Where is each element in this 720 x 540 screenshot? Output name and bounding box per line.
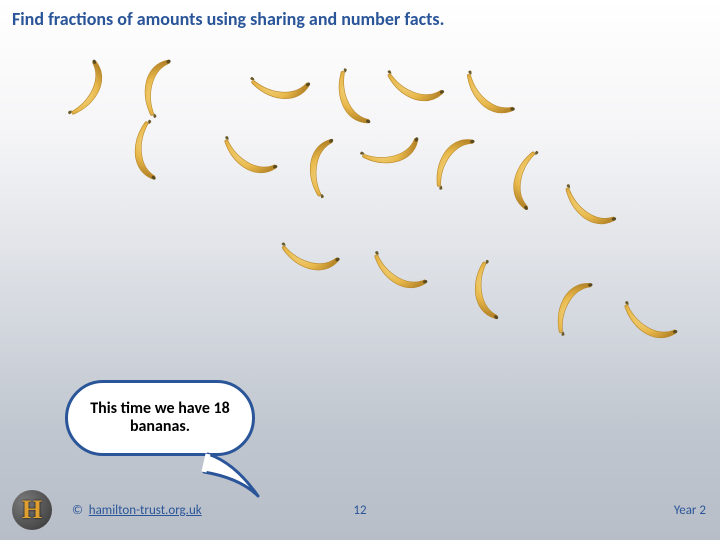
banana-icon	[213, 118, 284, 189]
banana-icon	[47, 52, 121, 126]
banana-icon	[269, 214, 348, 293]
logo-icon: H	[12, 490, 52, 530]
banana-icon	[363, 233, 434, 304]
banana-icon	[458, 61, 521, 124]
banana-icon	[108, 108, 190, 190]
page-title: Find fractions of amounts using sharing …	[12, 8, 444, 30]
banana-icon	[238, 43, 320, 125]
banana-icon	[119, 49, 198, 128]
banana-icon	[613, 283, 684, 354]
copyright: © hamilton-trust.org.uk	[72, 503, 202, 518]
banana-icon	[284, 129, 365, 210]
banana-icon	[538, 273, 609, 344]
speech-bubble: This time we have 18 bananas.	[65, 380, 255, 456]
banana-icon	[420, 130, 487, 197]
banana-icon	[449, 249, 530, 330]
banana-area	[0, 55, 720, 395]
logo-letter: H	[22, 495, 42, 525]
banana-icon	[375, 45, 452, 122]
footer: H © hamilton-trust.org.uk 12 Year 2	[0, 490, 720, 530]
speech-text: This time we have 18 bananas.	[82, 400, 238, 437]
copyright-link[interactable]: hamilton-trust.org.uk	[89, 503, 202, 518]
copyright-symbol: ©	[72, 503, 83, 518]
year-label: Year 2	[674, 503, 706, 518]
page-number: 12	[353, 503, 366, 518]
banana-icon	[555, 170, 622, 237]
